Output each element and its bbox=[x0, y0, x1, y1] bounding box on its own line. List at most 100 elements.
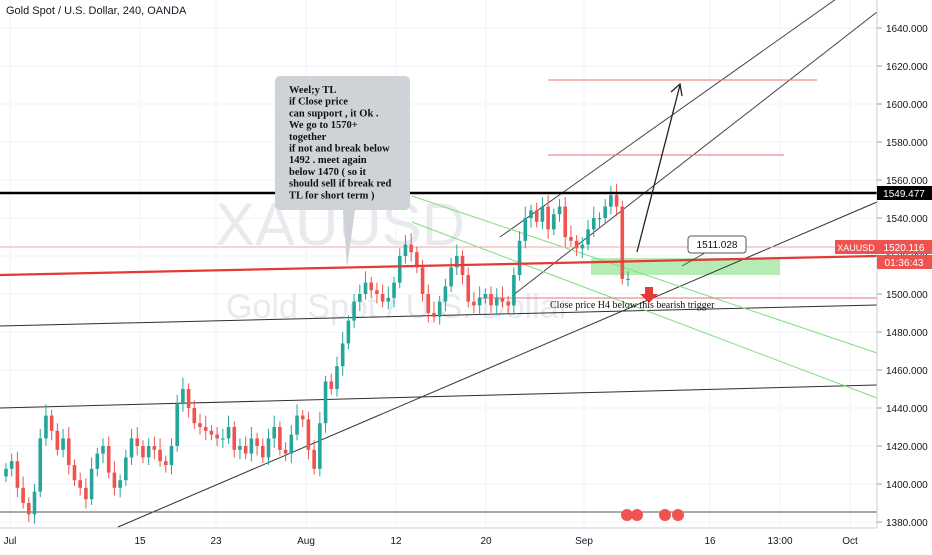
candle-body bbox=[563, 206, 568, 237]
candle-body bbox=[175, 404, 179, 446]
candle-body bbox=[55, 430, 60, 450]
candle-body bbox=[238, 446, 242, 450]
candle-body bbox=[415, 252, 419, 268]
candle-body bbox=[141, 446, 145, 458]
candle-body bbox=[426, 294, 431, 313]
candle-body bbox=[500, 297, 505, 302]
callout-line: can support , it Ok . bbox=[289, 108, 379, 119]
y-tick-label: 1460.000 bbox=[886, 366, 928, 377]
candle-body bbox=[209, 430, 214, 435]
candle-body bbox=[597, 218, 602, 220]
candle-body bbox=[192, 408, 197, 424]
candle-body bbox=[329, 381, 334, 389]
candle-body bbox=[614, 195, 619, 207]
candle-body bbox=[32, 491, 37, 515]
candle-body bbox=[574, 240, 579, 249]
x-tick-label: 15 bbox=[134, 536, 146, 547]
candle-body bbox=[49, 415, 54, 431]
time-axis-bg bbox=[0, 528, 932, 550]
candle-body bbox=[152, 446, 157, 450]
x-tick-label: Oct bbox=[842, 536, 858, 547]
candle-body bbox=[89, 468, 94, 500]
candle-body bbox=[181, 389, 185, 405]
y-tick-label: 1640.000 bbox=[886, 24, 928, 35]
x-tick-label: 23 bbox=[210, 536, 222, 547]
candle-body bbox=[255, 438, 259, 446]
candle-body bbox=[523, 218, 528, 241]
candle-body bbox=[386, 297, 391, 302]
candle-body bbox=[489, 294, 493, 306]
x-tick-label: 16 bbox=[704, 536, 716, 547]
candle-body bbox=[146, 446, 151, 458]
countdown-tag-text: 01:36:43 bbox=[885, 258, 924, 269]
candle-body bbox=[203, 427, 208, 431]
candle-body bbox=[15, 461, 20, 488]
green-channel-lower bbox=[411, 221, 878, 399]
candle-body bbox=[112, 472, 117, 488]
candle-body bbox=[249, 438, 254, 454]
y-tick-label: 1400.000 bbox=[886, 480, 928, 491]
candle-body bbox=[323, 381, 328, 424]
flag-icon[interactable] bbox=[621, 509, 633, 521]
candle-body bbox=[420, 267, 425, 294]
flag-icon[interactable] bbox=[672, 509, 684, 521]
flag-icon[interactable] bbox=[631, 509, 643, 521]
green-channel-upper bbox=[411, 195, 878, 354]
price-tag-1549-bg bbox=[877, 186, 932, 200]
candle-body bbox=[300, 415, 305, 420]
candle-body bbox=[106, 446, 111, 473]
candle-body bbox=[534, 210, 539, 222]
candle-body bbox=[289, 434, 294, 454]
candle-body bbox=[494, 297, 499, 306]
flag-icon[interactable] bbox=[659, 509, 671, 521]
down-arrow-icon bbox=[640, 287, 658, 303]
event-icons[interactable] bbox=[621, 509, 684, 521]
candle-body bbox=[221, 438, 225, 440]
x-tick-label: 20 bbox=[480, 536, 492, 547]
candle-body bbox=[78, 480, 82, 488]
candle-body bbox=[335, 366, 339, 389]
drawings-front: Close price H4 below this bearish trigge… bbox=[0, 76, 878, 311]
candle-body bbox=[169, 446, 174, 465]
candle-body bbox=[609, 195, 613, 207]
candle-body bbox=[369, 282, 374, 291]
candle-body bbox=[124, 457, 128, 481]
candle-body bbox=[529, 210, 533, 218]
candle-body bbox=[512, 275, 516, 306]
candle-body bbox=[449, 267, 453, 287]
candle-body bbox=[306, 419, 311, 450]
candle-body bbox=[517, 240, 522, 275]
candle-body bbox=[283, 449, 288, 454]
candle-body bbox=[21, 487, 25, 503]
callout-line: We go to 1570+ bbox=[289, 120, 358, 131]
candle-body bbox=[580, 244, 585, 249]
callout-line: should sell if break red bbox=[289, 179, 391, 190]
candle-body bbox=[409, 244, 413, 253]
x-tick-label: 12 bbox=[390, 536, 402, 547]
time-axis-ticks[interactable]: Jul 15 23 Aug 12 20 Sep 16 13:00 Oct bbox=[4, 536, 858, 547]
candle-body bbox=[266, 438, 271, 458]
candle-body bbox=[603, 206, 607, 218]
y-tick-label: 1580.000 bbox=[886, 138, 928, 149]
candle-body bbox=[101, 446, 105, 454]
callout-line: if Close price bbox=[289, 97, 348, 108]
x-tick-label: Jul bbox=[4, 536, 17, 547]
candle-body bbox=[346, 320, 351, 344]
candle-body bbox=[483, 294, 488, 298]
y-tick-label: 1540.000 bbox=[886, 214, 928, 225]
candle-body bbox=[392, 282, 396, 298]
candle-body bbox=[546, 206, 550, 230]
candle-body bbox=[38, 438, 43, 492]
candle-body bbox=[243, 446, 248, 454]
candle-body bbox=[569, 237, 573, 241]
candle-body bbox=[552, 214, 556, 230]
candle-body bbox=[44, 415, 48, 439]
candle-body bbox=[375, 290, 379, 294]
candle-body bbox=[432, 313, 436, 317]
up-arrow-head bbox=[670, 82, 683, 97]
candle-body bbox=[466, 275, 471, 302]
candle-body bbox=[198, 423, 202, 427]
